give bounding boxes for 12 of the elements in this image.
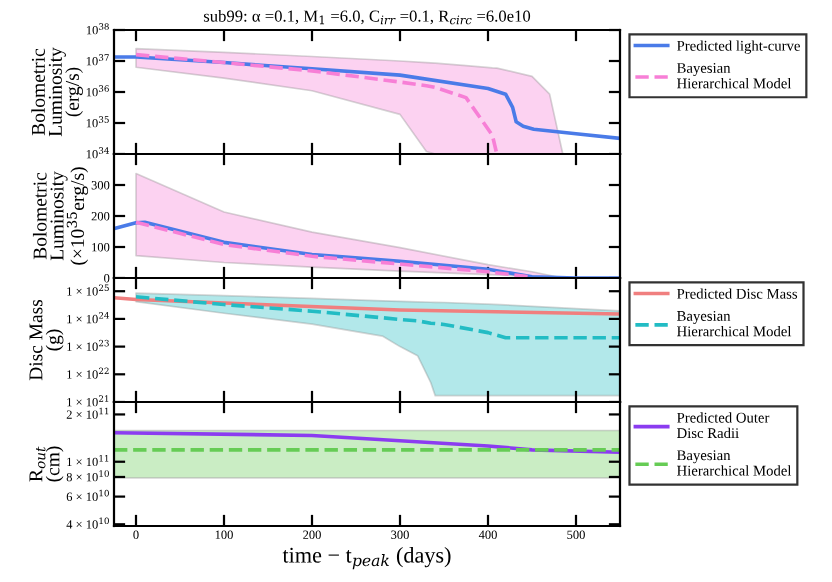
- y-axis-title: Bolometric Luminosity (erg/s): [31, 47, 83, 137]
- line-series: [114, 55, 620, 141]
- line-series: [134, 294, 620, 340]
- line-series: [134, 52, 499, 154]
- line-series: [134, 220, 534, 278]
- line-series: [114, 295, 620, 316]
- chart-title: sub99: α =0.1, M$_{1}$ =6.0, C$_{irr}$ =0.1, R$_{circ}$ =6.0e10: [203, 10, 531, 25]
- y-axis-title: Disc Mass (g): [29, 299, 64, 381]
- y-axis-title: Bolometric Luminosity (×10$^{35}$erg/s): [32, 167, 89, 265]
- y-axis-title: R$_{out}$ (cm): [29, 446, 64, 482]
- x-axis-title: time − t$_{peak}$ (days): [282, 547, 451, 570]
- line-series: [114, 430, 620, 455]
